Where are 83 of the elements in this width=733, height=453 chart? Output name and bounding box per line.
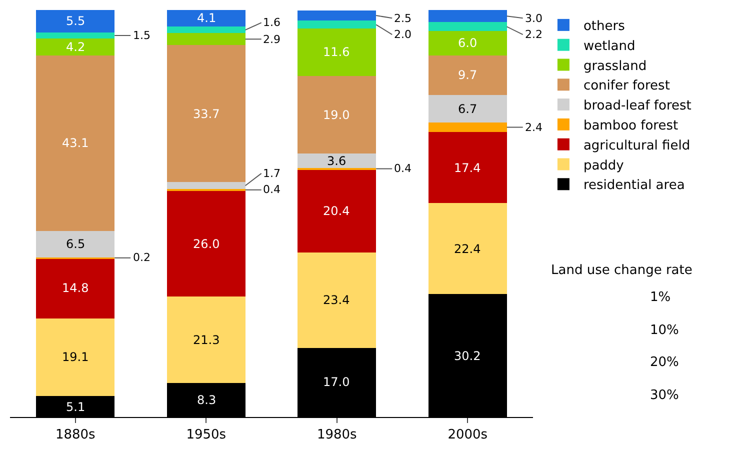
bar [36,38,115,56]
legend-label: residential area [583,178,685,194]
bar [166,45,246,182]
bar [36,32,115,38]
x-tick-label: 1980s [316,428,358,443]
data-label: 17.0 [323,375,350,389]
data-label: 1.5 [133,29,150,42]
data-label: 20.4 [323,204,350,218]
x-tick-label: 2000s [448,428,488,443]
data-label: 6.0 [458,36,478,50]
bar [166,190,246,297]
bar [36,231,115,258]
bar [428,10,507,22]
legend-label: grassland [583,58,647,74]
data-label: 21.3 [193,333,220,347]
x-tick-label: 1880s [55,428,96,443]
bar [36,258,115,319]
data-label: 2.5 [394,12,412,25]
data-label: 43.1 [62,136,89,150]
data-label: 8.3 [197,393,216,407]
bar [428,56,507,96]
bar [298,170,376,253]
data-label: 5.5 [66,14,86,28]
bar [36,56,115,231]
x-tick-label: 1950s [186,428,226,443]
data-label: 5.1 [66,400,86,414]
bar [428,95,507,122]
data-label: 6.5 [66,237,86,251]
bar [166,182,246,190]
bar [428,31,507,56]
bar [298,76,376,154]
data-label: 14.8 [62,281,89,295]
bar [428,122,507,132]
data-label: 33.7 [193,107,220,121]
text: 10% [650,323,679,338]
bar [166,26,246,34]
data-label: 2.2 [525,28,542,41]
data-label: 30.2 [454,349,481,363]
text: 1% [650,290,671,305]
data-label: 1.6 [263,16,280,29]
data-label: 3.0 [525,12,542,25]
legend-label: others [583,19,626,34]
data-label: 3.6 [327,154,346,168]
data-label: 11.6 [323,45,350,59]
text: Land use change rate [551,263,692,278]
data-label: 26.0 [193,237,220,251]
data-label: 6.7 [458,102,478,116]
bar [298,10,376,21]
data-label: 19.0 [323,108,350,122]
bar [36,10,115,32]
text: 20% [650,355,679,370]
data-label: 2.4 [525,121,542,134]
legend-label: conifer forest [583,78,670,94]
data-label: 4.2 [66,40,86,54]
data-label: 1.7 [263,167,280,180]
data-label: 0.2 [133,251,150,264]
data-label: 0.4 [394,162,412,175]
data-label: 22.4 [454,242,481,256]
bar [298,28,376,76]
bar [166,296,246,384]
legend-label: agricultural field [583,138,690,154]
data-label: 4.1 [197,11,216,25]
bar [428,202,507,294]
legend-label: broad-leaf forest [583,98,692,114]
bar [166,10,246,27]
data-label: 0.4 [263,183,280,196]
bar [428,22,507,32]
data-label: 19.1 [62,350,89,364]
data-label: 2.9 [263,33,280,46]
data-label: 2.0 [394,28,412,41]
data-label: 17.4 [454,161,481,175]
legend-label: wetland [583,38,636,54]
bar [428,132,507,203]
legend-label: paddy [583,158,624,174]
legend-label: bamboo forest [583,118,678,134]
bar [298,252,376,348]
data-label: 9.7 [458,68,478,82]
text: 30% [650,388,679,403]
bar [298,153,376,168]
bar [36,318,115,396]
bar [166,33,246,45]
bar [298,20,376,29]
data-label: 23.4 [323,293,350,307]
